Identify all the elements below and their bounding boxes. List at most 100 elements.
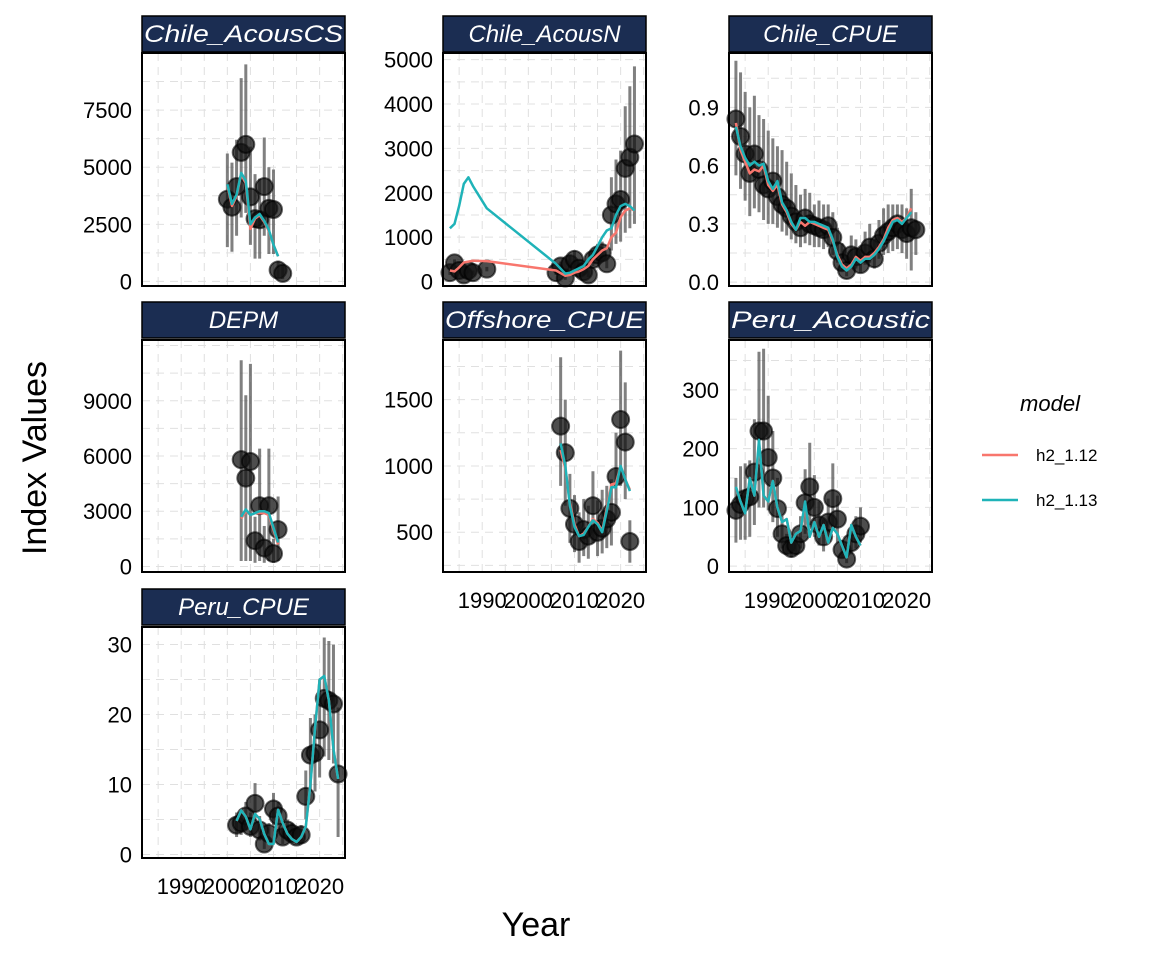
y-tick-label: 300 [682,378,719,403]
panel-border [141,339,346,573]
panel-depm: DEPM 0 3000 6000 9000 [83,301,346,579]
y-tick-label: 1000 [384,225,433,250]
observed-point [804,497,824,517]
model-line-h2-1-13 [235,674,340,846]
y-tick-label: 200 [682,437,719,462]
observed-point [296,786,316,806]
panel-border [442,52,647,287]
observed-point [263,544,283,564]
x-axis-title: Year [502,906,571,944]
y-tick-label: 5000 [384,48,433,73]
y-tick-label: 0.3 [688,212,719,237]
panel-border [728,52,933,287]
y-tick-label: 5000 [83,155,132,180]
observed-point [583,496,603,516]
y-tick-label: 2000 [384,181,433,206]
observed-points [231,450,288,564]
x-tick-label: 2000 [790,588,839,613]
facet-strip [728,301,933,339]
panel-border [728,339,933,573]
panel-grid [142,340,345,572]
observed-point [744,144,764,164]
observed-point [611,410,631,430]
x-tick-label: 2010 [836,588,885,613]
x-tick-label: 1990 [744,588,793,613]
observed-point [551,416,571,436]
facet-strip-label: Chile_CPUE [763,21,899,48]
y-tick-label: 1500 [384,388,433,413]
observed-point [823,489,843,509]
observed-point [800,477,820,497]
facet-strip-label: Chile_AcousCS [144,21,343,48]
observed-point [263,199,283,219]
panel-border [141,52,346,287]
observed-point [254,177,274,197]
observed-point [827,509,847,529]
y-tick-label: 0 [421,270,433,295]
x-tick-label: 1990 [157,874,206,899]
observed-point [615,432,635,452]
y-tick-label: 20 [108,703,132,728]
y-tick-label: 6000 [83,444,132,469]
y-tick-label: 10 [108,773,132,798]
x-tick-label: 2010 [249,874,298,899]
facet-strip-label: Peru_CPUE [178,594,310,621]
legend: model h2_1.12 h2_1.13 [982,391,1097,510]
model-line-h2-1-13 [226,171,280,257]
observed-point [477,259,497,279]
observed-point [245,793,265,813]
observed-point [758,447,778,467]
observed-point [236,468,256,488]
panel-chile-cpue: Chile_CPUE 0.0 0.3 0.6 0.9 [688,15,933,295]
model-line-h2-1-13 [559,443,632,538]
y-tick-label: 1000 [384,454,433,479]
y-tick-label: 0 [120,843,132,868]
y-tick-label: 100 [682,495,719,520]
observed-point [906,220,926,240]
panel-chile-acousn: Chile_AcousN 0 1000 2000 3000 4000 5000 [384,15,647,295]
panel-chile-acouscs: Chile_AcousCS 0 2500 5000 7500 [83,15,346,294]
observed-point [624,134,644,154]
model-line-h2-1-13 [240,508,280,543]
y-axis-title: Index Values [16,361,54,555]
y-tick-label: 30 [108,633,132,658]
legend-title: model [1020,391,1081,416]
x-tick-label: 2020 [596,588,645,613]
observed-point [236,134,256,154]
y-tick-label: 2500 [83,212,132,237]
y-tick-label: 3000 [384,136,433,161]
observed-point [305,743,325,763]
y-tick-label: 0.0 [688,270,719,295]
legend-label-h2-1-13: h2_1.13 [1036,491,1097,510]
x-tick-label: 2000 [504,588,553,613]
observed-point [620,532,640,552]
facet-strip [442,15,647,53]
y-tick-label: 3000 [83,499,132,524]
facet-strip [141,301,346,339]
panel-border [141,626,346,859]
facet-strip-label: Peru_Acoustic [731,307,930,334]
facet-strip [442,301,647,339]
x-tick-label: 2010 [550,588,599,613]
x-tick-label: 1990 [458,588,507,613]
observed-point [754,421,774,441]
y-tick-label: 500 [396,520,433,545]
panel-border [442,339,647,573]
observed-point [555,443,575,463]
facet-strip [141,588,346,626]
model-line-h2-1-12 [449,207,636,278]
panel-background [142,53,345,286]
x-tick-label: 2020 [295,874,344,899]
y-tick-label: 7500 [83,98,132,123]
facet-strip [728,15,933,53]
facet-strip-label: DEPM [209,307,278,334]
observed-point [597,254,617,274]
facet-strip-label: Chile_AcousN [468,21,621,48]
observed-point [240,452,260,472]
y-tick-label: 4000 [384,92,433,117]
y-tick-label: 9000 [83,389,132,414]
